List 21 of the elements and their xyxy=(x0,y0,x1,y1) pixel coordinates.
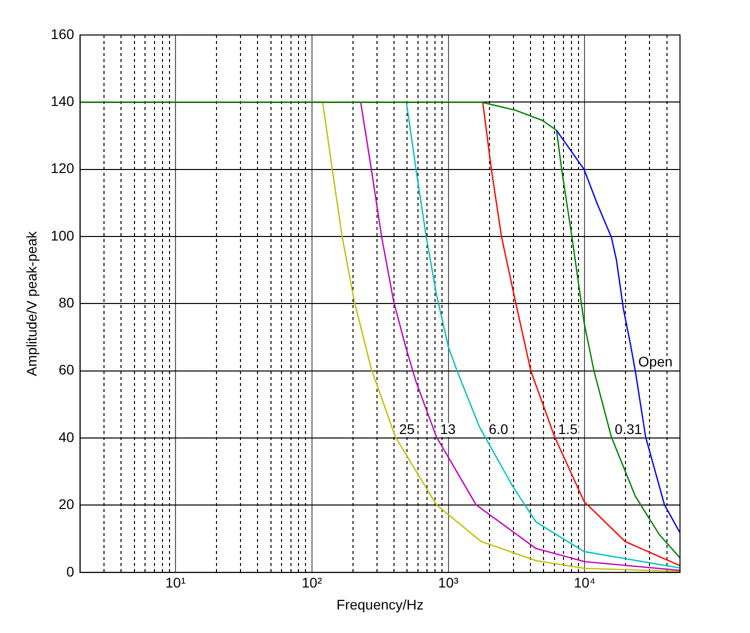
y-axis-title: Amplitude/V peak-peak xyxy=(23,230,40,376)
series-label: 6.0 xyxy=(488,420,508,437)
series-label: 0.31 xyxy=(614,420,642,437)
x-axis-title: Frequency/Hz xyxy=(336,596,424,612)
series-label: Open xyxy=(638,354,673,370)
series-label: 13 xyxy=(440,420,456,437)
x-tick-label: 10¹ xyxy=(165,574,186,591)
series-label: 25 xyxy=(399,420,415,437)
series-label: 1.5 xyxy=(558,420,578,437)
x-tick-label: 10³ xyxy=(438,574,459,591)
x-tick-label: 10⁴ xyxy=(574,574,596,591)
x-tick-label: 10² xyxy=(302,574,322,591)
y-tick-label: 100 xyxy=(50,227,74,244)
y-tick-label: 20 xyxy=(58,496,74,512)
y-tick-label: 160 xyxy=(50,26,74,42)
y-tick-label: 60 xyxy=(58,362,74,378)
y-tick-label: 120 xyxy=(50,160,74,176)
y-tick-label: 80 xyxy=(58,294,74,311)
y-tick-label: 140 xyxy=(50,93,74,110)
y-tick-label: 0 xyxy=(66,563,74,580)
y-tick-label: 40 xyxy=(58,428,74,445)
